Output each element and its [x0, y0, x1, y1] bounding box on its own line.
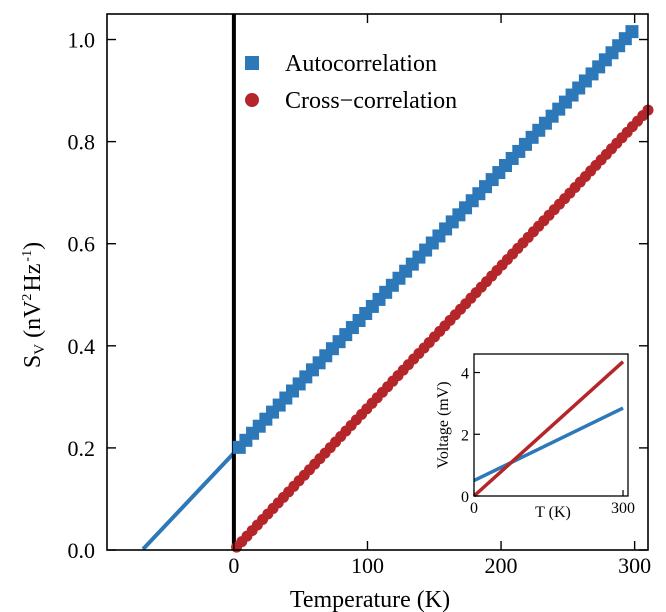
y-tick-label: 0.0: [68, 538, 96, 563]
legend-marker-autocorrelation: [245, 56, 259, 70]
legend: Autocorrelation Cross−correlation: [245, 51, 457, 114]
main-plot-area: 0 100 200 300 0.00.20.40.60.81.0: [68, 13, 654, 578]
legend-label-autocorrelation: Autocorrelation: [285, 51, 437, 77]
x-axis-title: Temperature (K): [290, 587, 450, 612]
inset-lines: [472, 360, 625, 498]
legend-label-cross-correlation: Cross−correlation: [285, 88, 457, 114]
inset-plot: 0 300 0 2 4 T (K) Voltage (mV): [435, 353, 635, 521]
main-ticks: [107, 14, 648, 551]
y-axis-title-unit-sup: 2: [20, 294, 35, 301]
y-tick-label: 0.2: [68, 436, 96, 461]
inset-x-tick-label: 0: [470, 500, 478, 517]
y-axis-title-unit-mid: Hz: [20, 264, 46, 292]
y-axis-title-unit-end: ): [20, 242, 46, 250]
inset-ticks: [473, 371, 624, 497]
inset-y-tick-label: 0: [461, 489, 469, 506]
y-axis-title: SV (nV2 Hz -1): [20, 242, 48, 368]
autocorrelation-points: [232, 25, 639, 454]
x-tick-label: 300: [618, 553, 651, 578]
y-tick-label: 0.6: [68, 232, 96, 257]
inset-y-tick-labels: 0 2 4: [461, 366, 469, 506]
inset-axes-frame: [473, 353, 629, 497]
y-tick-label: 0.8: [68, 130, 96, 155]
y-axis-title-sub: V: [32, 344, 48, 355]
x-tick-labels: 0 100 200 300: [228, 553, 651, 578]
inset-x-tick-labels: 0 300: [470, 500, 635, 517]
legend-marker-cross-correlation: [245, 93, 259, 107]
y-axis-title-unit: (nV: [20, 300, 46, 338]
x-tick-label: 200: [485, 553, 518, 578]
inset-x-title: T (K): [535, 504, 571, 521]
inset-x-tick-label: 300: [611, 500, 635, 517]
inset-line-autocorrelation: [473, 406, 624, 483]
y-tick-label: 0.4: [68, 334, 96, 359]
y-axis-title-unit-sup2: -1: [20, 250, 35, 262]
main-axes-frame: [106, 13, 649, 551]
y-tick-labels: 0.0 0.2 0.4 0.6 0.8 1.0: [68, 28, 96, 563]
y-tick-label: 1.0: [68, 28, 96, 53]
x-tick-label: 0: [228, 553, 239, 578]
autocorrelation-point: [625, 25, 639, 39]
inset-y-tick-label: 2: [461, 427, 469, 444]
inset-line-cross-correlation: [472, 360, 625, 498]
x-tick-label: 100: [351, 553, 384, 578]
y-axis-title-main: S: [20, 355, 46, 368]
cross-correlation-points: [231, 104, 654, 553]
inset-y-tick-label: 4: [461, 366, 469, 383]
inset-y-title: Voltage (mV): [435, 381, 452, 468]
